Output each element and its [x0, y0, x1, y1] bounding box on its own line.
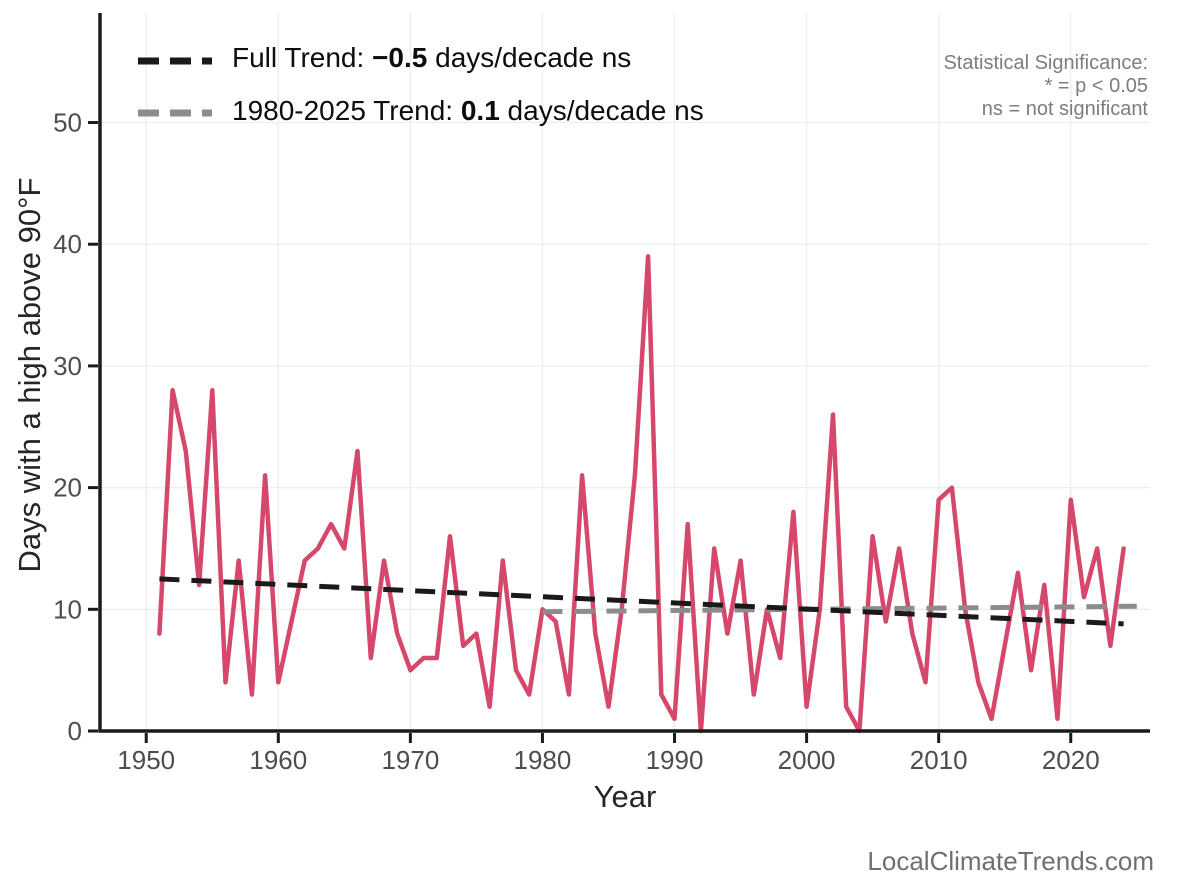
trend-lines	[159, 576, 1137, 627]
legend-full-suffix: days/decade ns	[427, 42, 632, 73]
significance-note-ns: ns = not significant	[981, 98, 1148, 120]
x-axis-title: Year	[593, 779, 657, 814]
legend-entry-full-trend: Full Trend: −0.5 days/decade ns	[232, 42, 631, 74]
legend-recent-prefix: 1980-2025 Trend:	[232, 95, 461, 126]
axes	[98, 13, 1150, 733]
y-axis-title: Days with a high above 90°F	[12, 177, 47, 573]
x-tick-label: 1990	[646, 745, 704, 775]
days-above-90-line	[157, 254, 1126, 734]
x-tick-label: 2000	[778, 745, 836, 775]
legend-full-value: −0.5	[372, 42, 428, 73]
x-tick-label: 1980	[514, 745, 572, 775]
legend-keys	[138, 57, 212, 117]
legend-recent-value: 0.1	[460, 95, 500, 126]
tick-labels: 1950 1960 1970 1980 1990 2000 2010 2020 0 10 20 30 4…	[53, 108, 1100, 775]
significance-note-star: * = p < 0.05	[1044, 75, 1148, 97]
legend-recent-suffix: days/decade ns	[499, 95, 704, 126]
x-tick-label: 1970	[381, 745, 439, 775]
tick-marks	[88, 121, 1073, 743]
legend-entry-recent-trend: 1980-2025 Trend: 0.1 days/decade ns	[232, 95, 704, 127]
significance-note-title: Statistical Significance:	[943, 52, 1148, 74]
data-series	[157, 254, 1126, 734]
y-tick-label: 40	[53, 229, 82, 259]
y-tick-label: 20	[53, 473, 82, 503]
x-tick-label: 1960	[249, 745, 307, 775]
significance-note: Statistical Significance: * = p < 0.05 n…	[943, 52, 1148, 121]
axis-line	[98, 13, 1150, 733]
y-tick-label: 0	[68, 716, 82, 746]
y-tick-label: 30	[53, 351, 82, 381]
x-tick-label: 1950	[117, 745, 175, 775]
watermark: LocalClimateTrends.com	[867, 846, 1154, 876]
full-trend-line	[159, 576, 1124, 627]
y-tick-label: 50	[53, 108, 82, 138]
x-tick-label: 2020	[1042, 745, 1100, 775]
legend-full-prefix: Full Trend:	[232, 42, 373, 73]
x-tick-label: 2010	[910, 745, 968, 775]
y-tick-label: 10	[53, 594, 82, 624]
